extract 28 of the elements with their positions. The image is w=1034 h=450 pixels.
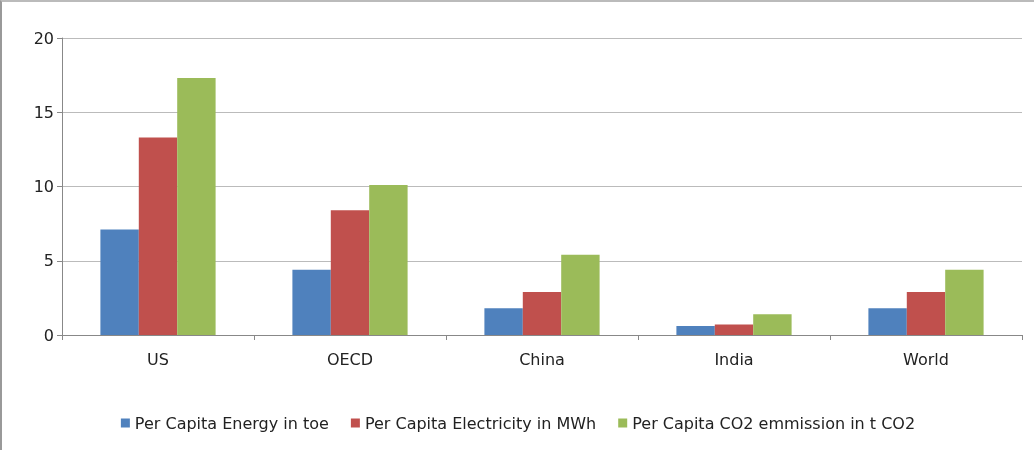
- bar: [868, 308, 907, 335]
- bar: [484, 308, 523, 335]
- bar: [177, 78, 216, 335]
- legend-label: Per Capita Energy in toe: [134, 413, 329, 433]
- bar: [561, 254, 600, 335]
- x-tick-label: OECD: [326, 349, 374, 369]
- legend-label: Per Capita Electricity in MWh: [364, 413, 597, 433]
- bar: [714, 324, 754, 335]
- bar: [906, 291, 946, 335]
- x-tick-label: World: [903, 349, 949, 369]
- x-tick-label: India: [714, 349, 754, 369]
- bar: [330, 210, 370, 335]
- x-tick-label: US: [147, 349, 169, 369]
- bar: [292, 269, 331, 335]
- y-tick-label: 10: [33, 177, 54, 196]
- bar: [945, 269, 984, 335]
- y-tick-label: 20: [33, 28, 54, 48]
- bar: [522, 291, 562, 335]
- bar: [100, 229, 139, 335]
- bar: [369, 185, 408, 335]
- y-tick-label: 5: [43, 251, 54, 271]
- y-tick-label: 15: [33, 102, 54, 122]
- y-tick-label: 0: [43, 325, 54, 345]
- legend-label: Per Capita CO2 emmission in t CO2: [632, 413, 916, 433]
- bar: [676, 326, 715, 335]
- x-tick-label: China: [519, 349, 565, 369]
- bar: [753, 314, 792, 335]
- bar: [138, 137, 178, 335]
